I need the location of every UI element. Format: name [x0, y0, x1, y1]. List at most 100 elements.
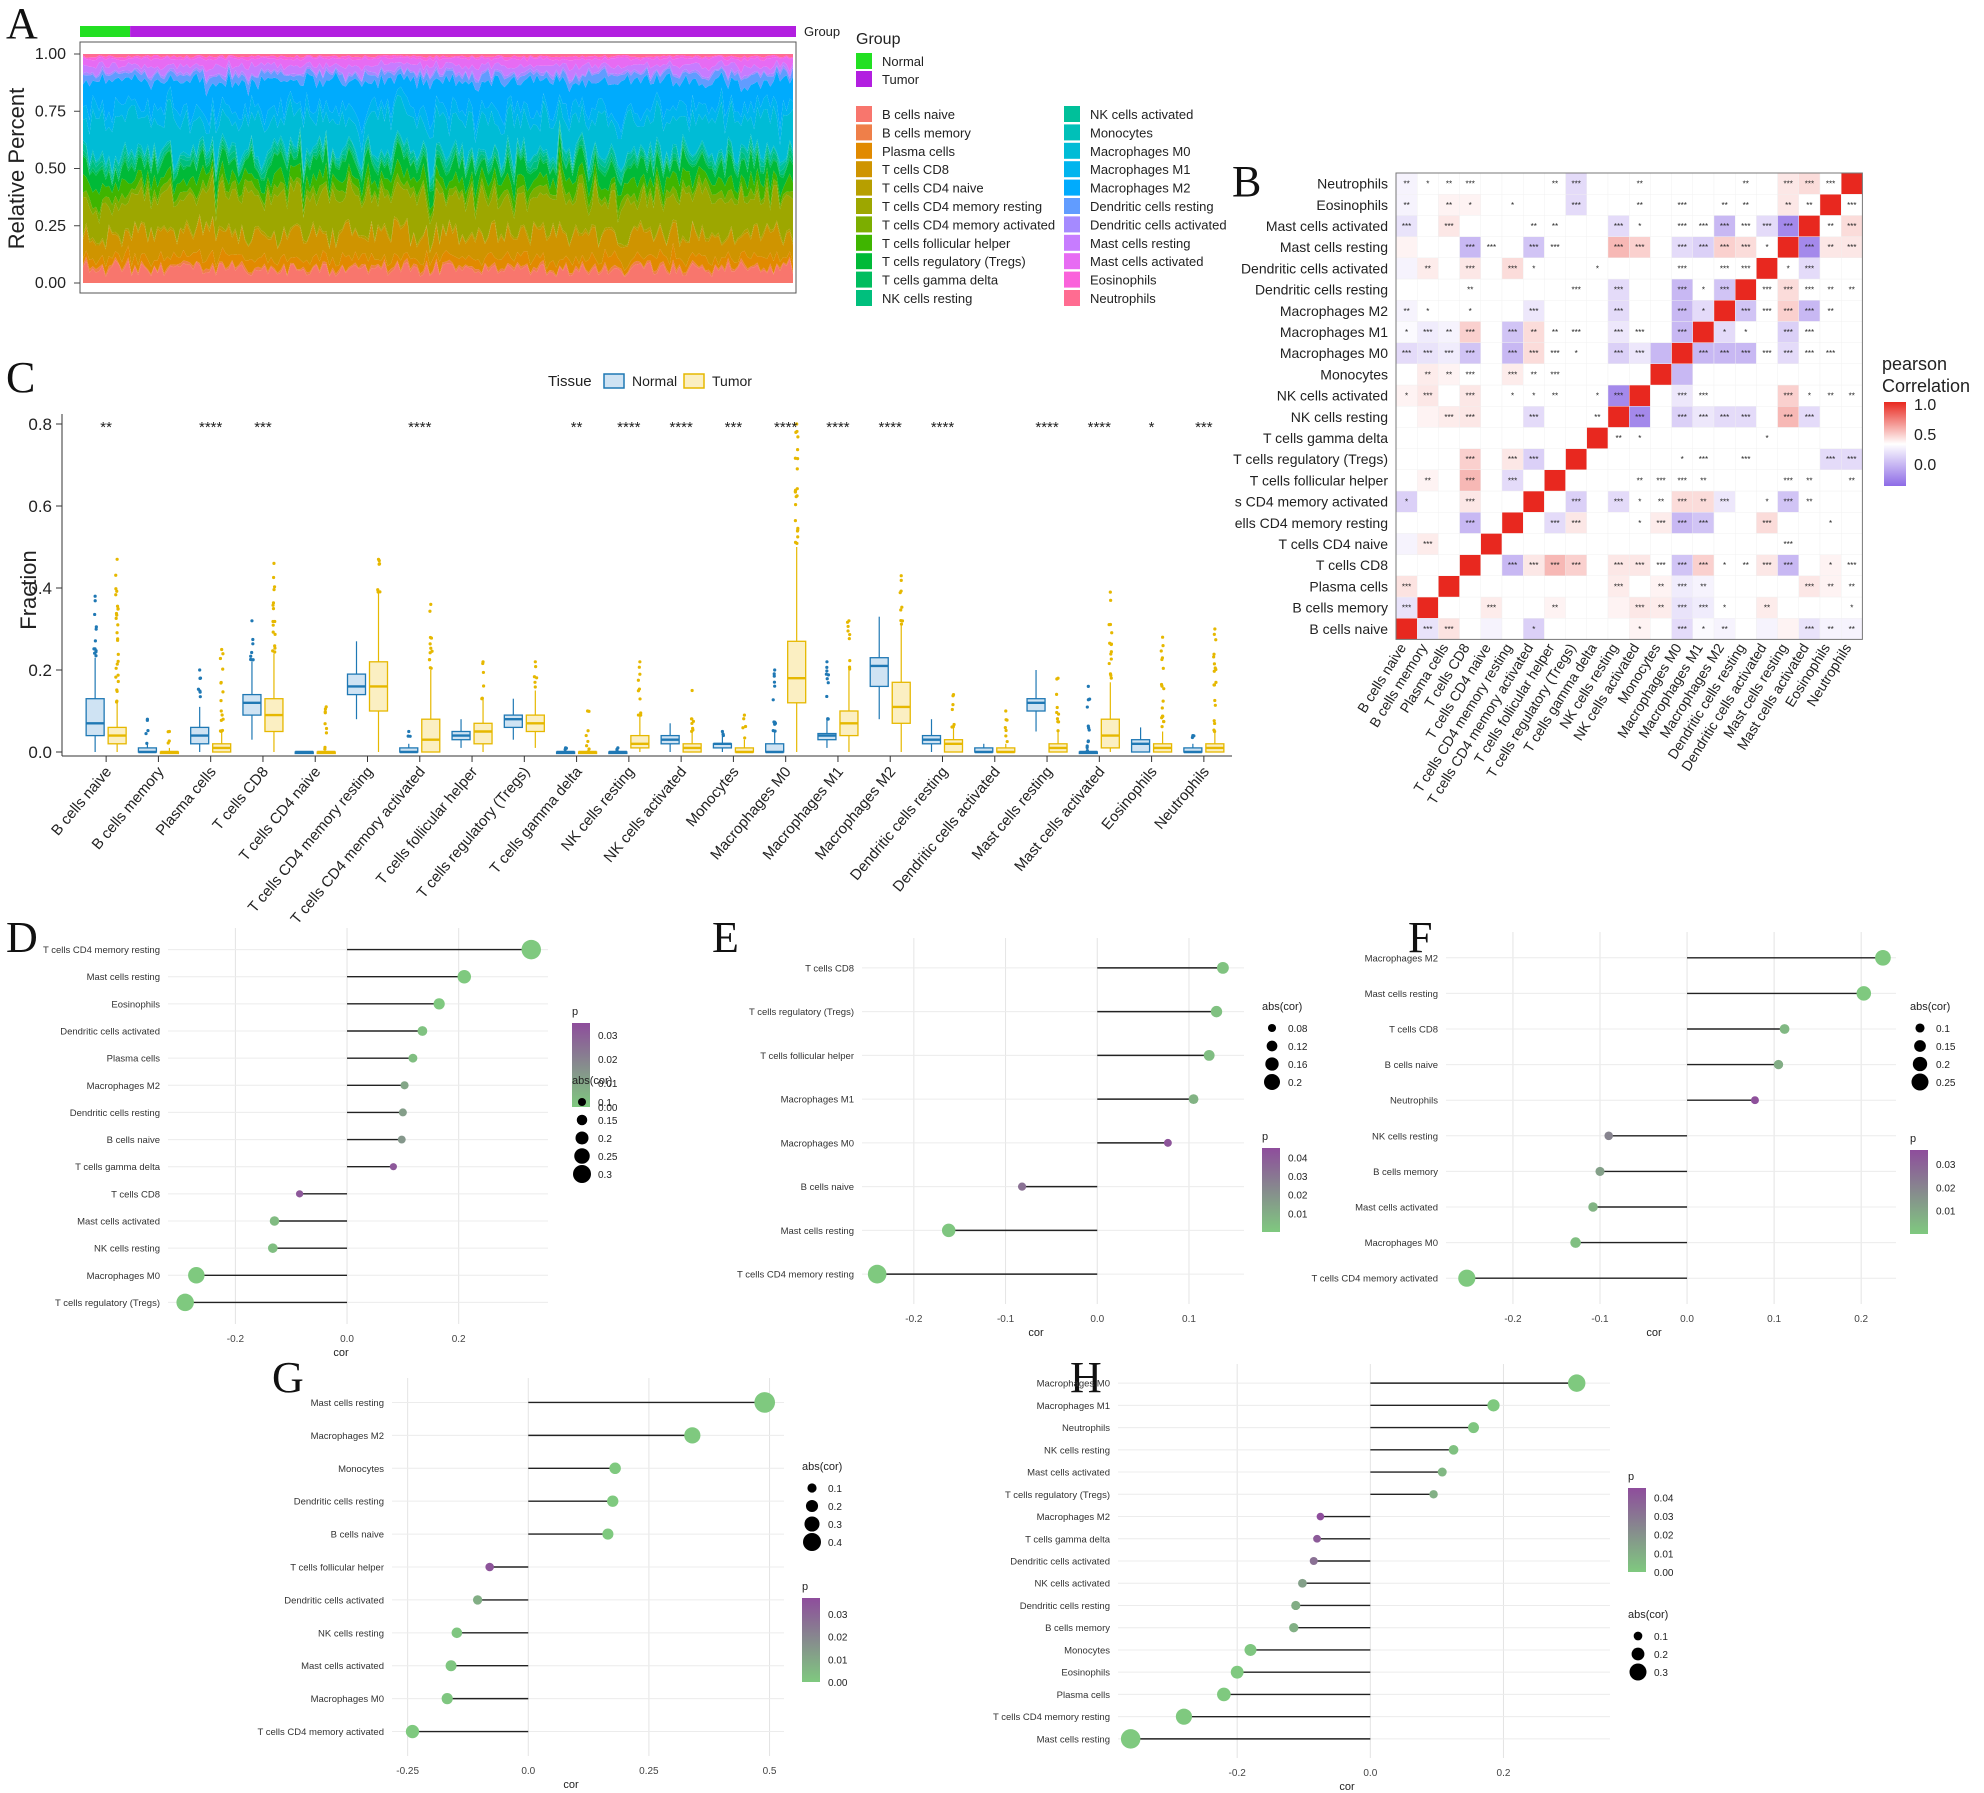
heatmap-sig: *** — [1572, 286, 1581, 295]
lollipop-label: T cells CD4 memory resting — [993, 1712, 1110, 1723]
lollipop-label: Macrophages M0 — [87, 1271, 160, 1282]
size-legend-dot — [803, 1533, 821, 1551]
heatmap-sig: *** — [1466, 498, 1475, 507]
size-legend-value: 0.1 — [1654, 1632, 1668, 1643]
heatmap-cell — [1438, 278, 1460, 301]
heatmap-sig: *** — [1678, 561, 1687, 570]
tumor-outlier — [1213, 703, 1217, 707]
legend-key-tumor — [683, 373, 705, 389]
heatmap-cell — [1798, 215, 1821, 237]
heatmap-sig: *** — [1720, 222, 1729, 231]
heatmap-cell — [1522, 575, 1545, 598]
heatmap-cell — [1819, 193, 1842, 216]
lollipop-label: B cells naive — [331, 1530, 384, 1541]
heatmap-cell — [1480, 554, 1503, 576]
celltype-legend-key — [1064, 179, 1080, 196]
normal-outlier — [1086, 724, 1090, 728]
heatmap-cell — [1734, 512, 1757, 534]
heatmap-row-label: Dendritic cells activated — [1241, 260, 1388, 276]
heatmap-sig: ** — [1658, 582, 1664, 591]
lollipop-label: NK cells resting — [318, 1628, 384, 1639]
heatmap-cell — [1395, 406, 1418, 428]
p-legend-tick: 0.01 — [828, 1655, 848, 1666]
heatmap-sig: *** — [1805, 286, 1814, 295]
lollipop-label: Mast cells resting — [1365, 989, 1438, 1000]
heatmap-sig: *** — [1614, 307, 1623, 316]
heatmap-cell — [1565, 469, 1587, 492]
lollipop-point — [1568, 1374, 1586, 1392]
panel-letter-D: D — [6, 913, 38, 962]
x-tick: 0.25 — [639, 1766, 659, 1777]
heatmap-cell — [1501, 596, 1524, 619]
heatmap-cell — [1395, 469, 1418, 492]
normal-outlier — [407, 729, 411, 734]
heatmap-cell — [1628, 575, 1651, 598]
lollipop-point — [609, 1462, 621, 1475]
tumor-outlier — [533, 660, 537, 664]
heatmap-sig: *** — [1741, 243, 1750, 252]
tumor-outlier — [951, 693, 956, 697]
heatmap-sig: *** — [1678, 328, 1687, 337]
heatmap-cell — [1395, 363, 1418, 386]
tumor-outlier — [218, 656, 223, 661]
heatmap-sig: *** — [1826, 180, 1835, 189]
lollipop-label: Plasma cells — [1057, 1690, 1111, 1701]
tumor-outlier — [116, 652, 120, 656]
heatmap-cell — [1565, 257, 1587, 280]
size-legend-dot — [1914, 1040, 1926, 1052]
heatmap-cell — [1840, 363, 1863, 386]
lollipop-label: Macrophages M2 — [1365, 953, 1438, 964]
panel-a-band — [83, 86, 793, 153]
tumor-outlier — [219, 680, 223, 685]
tumor-outlier — [273, 644, 277, 648]
size-legend-value: 0.1 — [828, 1484, 842, 1495]
panel-a-band — [83, 216, 793, 271]
celltype-legend-label: T cells CD4 memory resting — [882, 199, 1042, 214]
heatmap-cell — [1586, 427, 1609, 449]
tumor-outlier — [273, 646, 277, 650]
tumor-outlier — [221, 667, 225, 671]
heatmap-cell — [1438, 427, 1460, 449]
tumor-outlier — [1109, 652, 1113, 656]
heatmap-cell — [1819, 321, 1842, 343]
normal-outlier — [721, 732, 725, 736]
tumor-outlier — [793, 503, 798, 507]
panel-a-band — [83, 94, 793, 180]
heatmap-cell — [1459, 427, 1481, 449]
heatmap-sig: *** — [1678, 286, 1687, 295]
heatmap-sig: *** — [1805, 349, 1814, 358]
panel-c-ylabel: Fraction — [16, 550, 41, 629]
tumor-outlier — [114, 573, 118, 577]
tumor-outlier — [1159, 682, 1164, 687]
heatmap-cell — [1586, 236, 1609, 259]
heatmap-legend-title: pearson — [1882, 354, 1947, 374]
lollipop-point — [1458, 1269, 1476, 1287]
heatmap-sig: *** — [1466, 349, 1475, 358]
celltype-legend-label: T cells CD4 memory activated — [882, 217, 1055, 232]
heatmap-sig: ** — [1425, 264, 1431, 273]
heatmap-sig: *** — [1614, 349, 1623, 358]
p-colorbar — [1628, 1488, 1646, 1572]
normal-outlier — [771, 729, 775, 733]
celltype-legend-key — [856, 179, 872, 196]
tumor-outlier — [691, 719, 696, 723]
lollipop-point — [1298, 1578, 1307, 1588]
heatmap-sig: * — [1405, 498, 1408, 507]
lollipop-label: T cells CD4 memory activated — [257, 1727, 384, 1738]
panel-letter-H: H — [1070, 1353, 1102, 1402]
p-legend-tick: 0.02 — [828, 1633, 848, 1644]
heatmap-sig: *** — [1741, 349, 1750, 358]
p-legend-tick: 0.03 — [1936, 1160, 1956, 1171]
tumor-outlier — [793, 519, 798, 523]
lollipop-point — [1244, 1643, 1257, 1656]
heatmap-cell — [1650, 533, 1672, 555]
lollipop-point — [1216, 961, 1229, 974]
normal-outlier — [825, 677, 829, 681]
heatmap-sig: *** — [1508, 370, 1517, 379]
heatmap-sig: *** — [1656, 476, 1665, 485]
heatmap-cell — [1777, 575, 1799, 598]
normal-box — [242, 693, 262, 716]
heatmap-sig: ** — [1658, 498, 1664, 507]
heatmap-cell — [1671, 172, 1693, 195]
heatmap-cell — [1586, 533, 1609, 555]
